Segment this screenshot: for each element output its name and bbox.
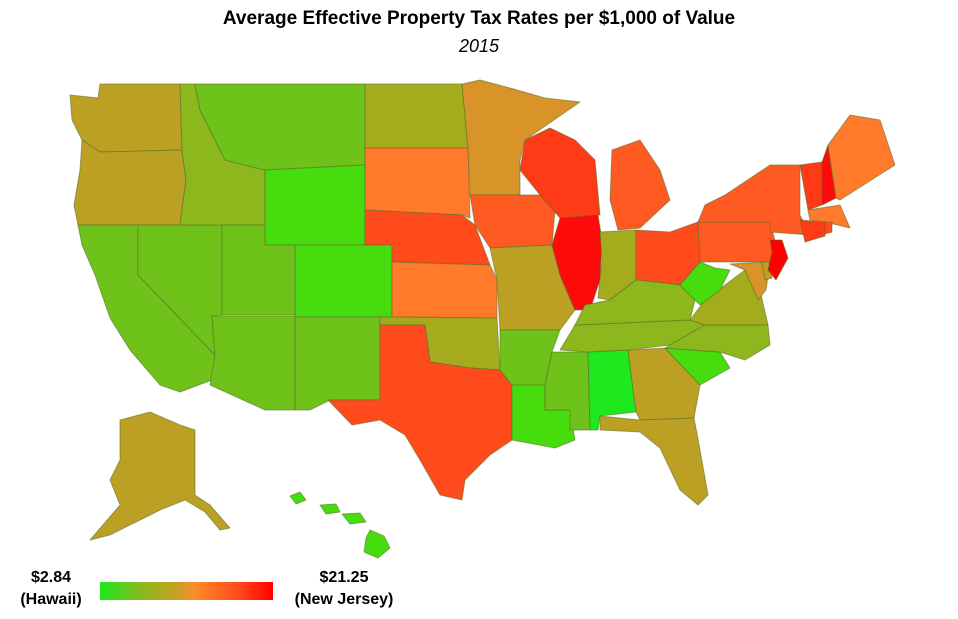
legend-max-value: $21.25	[319, 569, 369, 586]
state-florida[interactable]	[599, 415, 709, 506]
state-hawaii-molokai[interactable]	[341, 512, 367, 525]
state-arizona[interactable]	[209, 315, 296, 411]
state-pennsylvania[interactable]	[697, 221, 779, 263]
state-washington[interactable]	[69, 83, 183, 153]
map-title: Average Effective Property Tax Rates per…	[222, 8, 736, 29]
state-iowa[interactable]	[469, 194, 556, 249]
state-kansas[interactable]	[391, 261, 498, 319]
map-subtitle: 2015	[458, 36, 500, 56]
state-wyoming[interactable]	[264, 164, 366, 246]
state-alaska[interactable]	[89, 411, 231, 541]
state-texas[interactable]	[327, 324, 513, 501]
state-hawaii-oahu[interactable]	[289, 491, 307, 505]
state-maine[interactable]	[827, 114, 896, 201]
state-west-virginia[interactable]	[679, 261, 731, 306]
legend-color-bar	[100, 582, 273, 600]
state-rhode-island[interactable]	[824, 221, 833, 235]
legend-min-label: $2.84 (Hawaii)	[6, 567, 96, 611]
state-colorado[interactable]	[294, 244, 393, 318]
state-hawaii-big-island[interactable]	[363, 529, 391, 559]
state-south-dakota[interactable]	[364, 147, 471, 219]
legend-max-label: $21.25 (New Jersey)	[284, 567, 404, 611]
legend-min-state: (Hawaii)	[20, 591, 82, 608]
state-hawaii-maui[interactable]	[319, 503, 341, 515]
legend-min-value: $2.84	[30, 569, 72, 586]
state-vermont[interactable]	[799, 161, 823, 211]
state-new-jersey[interactable]	[767, 239, 789, 281]
state-wisconsin[interactable]	[519, 127, 601, 219]
state-north-dakota[interactable]	[364, 83, 469, 149]
state-oregon[interactable]	[73, 139, 187, 226]
state-connecticut[interactable]	[799, 219, 826, 243]
state-new-mexico[interactable]	[294, 316, 381, 411]
state-massachusetts[interactable]	[807, 204, 851, 229]
legend-max-state: (New Jersey)	[294, 591, 394, 608]
state-michigan[interactable]	[609, 139, 671, 231]
